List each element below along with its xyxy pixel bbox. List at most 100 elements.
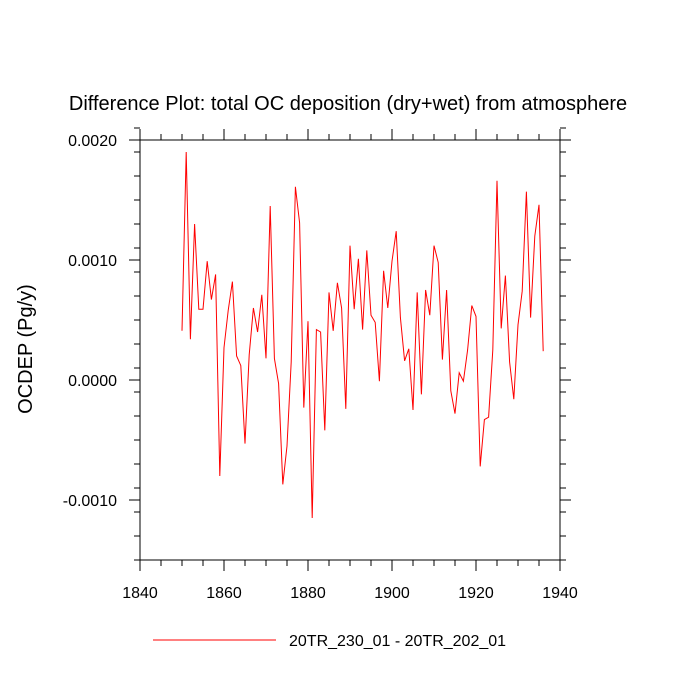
data-point bbox=[475, 316, 476, 317]
data-point bbox=[249, 354, 250, 355]
data-point bbox=[236, 355, 237, 356]
y-tick-label: 0.0000 bbox=[68, 373, 117, 390]
data-point bbox=[211, 299, 212, 300]
data-point bbox=[383, 270, 384, 271]
data-point bbox=[194, 223, 195, 224]
data-point bbox=[223, 347, 224, 348]
data-point bbox=[307, 321, 308, 322]
plot-frame bbox=[139, 139, 561, 561]
data-point bbox=[375, 322, 376, 323]
data-point bbox=[454, 413, 455, 414]
y-tick-label: -0.0010 bbox=[63, 493, 117, 510]
data-point bbox=[471, 305, 472, 306]
data-point bbox=[286, 445, 287, 446]
data-point bbox=[433, 245, 434, 246]
legend: 20TR_230_01 - 20TR_202_01 bbox=[153, 633, 506, 650]
data-point bbox=[404, 360, 405, 361]
data-point bbox=[324, 430, 325, 431]
x-tick-label: 1940 bbox=[542, 585, 578, 602]
data-point bbox=[522, 291, 523, 292]
data-point bbox=[370, 315, 371, 316]
data-point bbox=[480, 466, 481, 467]
data-point bbox=[228, 310, 229, 311]
y-axis-label: OCDEP (Pg/y) bbox=[15, 284, 37, 414]
data-point bbox=[513, 399, 514, 400]
data-point bbox=[517, 324, 518, 325]
data-point bbox=[412, 409, 413, 410]
series-line bbox=[181, 151, 544, 519]
data-point bbox=[202, 309, 203, 310]
x-tick-label: 1900 bbox=[374, 585, 410, 602]
data-point bbox=[198, 309, 199, 310]
data-point bbox=[484, 419, 485, 420]
data-point bbox=[509, 361, 510, 362]
data-point bbox=[261, 294, 262, 295]
x-tick-label: 1920 bbox=[458, 585, 494, 602]
x-tick-label: 1860 bbox=[206, 585, 242, 602]
data-point bbox=[345, 408, 346, 409]
data-point bbox=[295, 186, 296, 187]
data-point bbox=[328, 292, 329, 293]
data-point bbox=[240, 365, 241, 366]
data-point bbox=[442, 359, 443, 360]
data-point bbox=[408, 348, 409, 349]
chart-title: Difference Plot: total OC deposition (dr… bbox=[69, 93, 627, 115]
data-point bbox=[274, 358, 275, 359]
data-point bbox=[362, 329, 363, 330]
data-point bbox=[270, 205, 271, 206]
data-point bbox=[181, 330, 182, 331]
data-point bbox=[320, 331, 321, 332]
data-point bbox=[312, 517, 313, 518]
data-point bbox=[530, 317, 531, 318]
data-point bbox=[358, 258, 359, 259]
data-point bbox=[467, 349, 468, 350]
y-tick-label: 0.0020 bbox=[68, 133, 117, 150]
data-point bbox=[505, 275, 506, 276]
data-point bbox=[496, 180, 497, 181]
data-point bbox=[349, 245, 350, 246]
data-point bbox=[299, 222, 300, 223]
data-point bbox=[429, 315, 430, 316]
data-point bbox=[215, 274, 216, 275]
data-point bbox=[417, 292, 418, 293]
data-point bbox=[341, 307, 342, 308]
data-point bbox=[534, 235, 535, 236]
data-point bbox=[219, 475, 220, 476]
legend-label: 20TR_230_01 - 20TR_202_01 bbox=[289, 633, 506, 650]
data-point bbox=[450, 390, 451, 391]
y-tick-label: 0.0010 bbox=[68, 253, 117, 270]
data-point bbox=[354, 309, 355, 310]
data-point bbox=[446, 289, 447, 290]
data-point bbox=[190, 339, 191, 340]
data-point bbox=[459, 372, 460, 373]
data-point bbox=[278, 383, 279, 384]
data-point bbox=[366, 250, 367, 251]
data-point bbox=[538, 204, 539, 205]
data-point bbox=[257, 331, 258, 332]
data-point bbox=[337, 282, 338, 283]
axis-ticks: 1840 1860 1880 1900 1920 1940 -0.0010 0.0000 0.0… bbox=[63, 127, 578, 602]
data-point bbox=[333, 330, 334, 331]
data-point bbox=[463, 381, 464, 382]
data-point bbox=[400, 317, 401, 318]
data-point bbox=[501, 328, 502, 329]
data-point bbox=[253, 307, 254, 308]
data-point bbox=[232, 281, 233, 282]
data-point bbox=[421, 394, 422, 395]
data-point bbox=[438, 262, 439, 263]
data-point bbox=[387, 307, 388, 308]
data-point bbox=[303, 407, 304, 408]
data-point bbox=[543, 351, 544, 352]
data-point bbox=[379, 381, 380, 382]
x-tick-label: 1880 bbox=[290, 585, 326, 602]
data-point bbox=[526, 191, 527, 192]
data-point bbox=[488, 417, 489, 418]
data-series bbox=[181, 151, 544, 519]
data-point bbox=[316, 329, 317, 330]
data-point bbox=[425, 289, 426, 290]
data-point bbox=[207, 261, 208, 262]
data-point bbox=[265, 358, 266, 359]
x-tick-label: 1840 bbox=[122, 585, 158, 602]
data-point bbox=[492, 349, 493, 350]
